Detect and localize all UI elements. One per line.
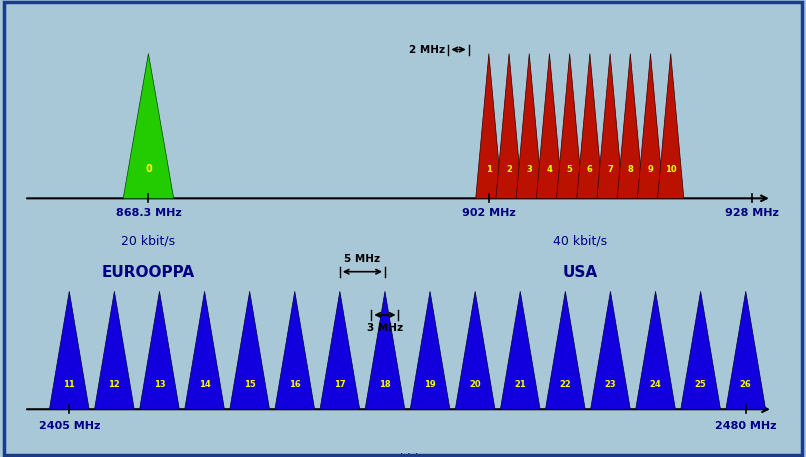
Polygon shape [597, 53, 623, 198]
Text: 902 MHz: 902 MHz [462, 208, 516, 218]
Text: 11: 11 [64, 380, 75, 389]
Text: 2 MHz: 2 MHz [409, 44, 446, 54]
Text: 13: 13 [154, 380, 165, 389]
Text: 15: 15 [243, 380, 256, 389]
Text: 17: 17 [334, 380, 346, 389]
Polygon shape [681, 292, 721, 409]
Text: 4: 4 [546, 165, 552, 174]
Polygon shape [49, 292, 89, 409]
Text: 2: 2 [506, 165, 512, 174]
Text: 2480 MHz: 2480 MHz [715, 421, 776, 431]
Text: 14: 14 [199, 380, 210, 389]
Text: 40 kbit/s: 40 kbit/s [553, 234, 607, 248]
Polygon shape [516, 53, 542, 198]
Polygon shape [139, 292, 179, 409]
Text: 25: 25 [695, 380, 707, 389]
Text: 12: 12 [109, 380, 120, 389]
Text: 868.3 MHz: 868.3 MHz [115, 208, 181, 218]
Text: 23: 23 [604, 380, 617, 389]
Text: 7: 7 [607, 165, 613, 174]
Polygon shape [496, 53, 522, 198]
Polygon shape [123, 53, 173, 198]
Polygon shape [546, 292, 585, 409]
Text: 3 MHz: 3 MHz [367, 323, 403, 333]
Text: 16: 16 [289, 380, 301, 389]
Text: 928 MHz: 928 MHz [725, 208, 779, 218]
Text: 22: 22 [559, 380, 571, 389]
Text: 5 MHz: 5 MHz [344, 254, 380, 264]
Text: 2405 MHz: 2405 MHz [39, 421, 100, 431]
Polygon shape [365, 292, 405, 409]
Polygon shape [275, 292, 314, 409]
Text: 20: 20 [469, 380, 481, 389]
Polygon shape [410, 292, 450, 409]
Polygon shape [501, 292, 540, 409]
Polygon shape [636, 292, 675, 409]
Text: 0: 0 [145, 164, 152, 174]
Polygon shape [591, 292, 630, 409]
Text: 6: 6 [587, 165, 593, 174]
Polygon shape [320, 292, 359, 409]
Polygon shape [230, 292, 269, 409]
Polygon shape [577, 53, 603, 198]
Text: 24: 24 [650, 380, 662, 389]
Text: 18: 18 [379, 380, 391, 389]
Text: 10: 10 [665, 165, 676, 174]
Text: 21: 21 [514, 380, 526, 389]
Polygon shape [638, 53, 663, 198]
Text: 5: 5 [567, 165, 572, 174]
Text: 9: 9 [647, 165, 654, 174]
Polygon shape [726, 292, 766, 409]
Polygon shape [557, 53, 583, 198]
Text: 250 kbit/s: 250 kbit/s [372, 452, 434, 457]
Polygon shape [94, 292, 135, 409]
Text: 19: 19 [424, 380, 436, 389]
Text: 1: 1 [486, 165, 492, 174]
Polygon shape [536, 53, 563, 198]
Text: EUROOPPA: EUROOPPA [102, 265, 195, 280]
Text: 3: 3 [526, 165, 532, 174]
Text: 20 kbit/s: 20 kbit/s [122, 234, 176, 248]
Text: 8: 8 [627, 165, 634, 174]
Polygon shape [185, 292, 224, 409]
Text: 26: 26 [740, 380, 752, 389]
Polygon shape [658, 53, 683, 198]
Polygon shape [617, 53, 643, 198]
Polygon shape [476, 53, 502, 198]
Polygon shape [455, 292, 495, 409]
Text: USA: USA [563, 265, 597, 280]
